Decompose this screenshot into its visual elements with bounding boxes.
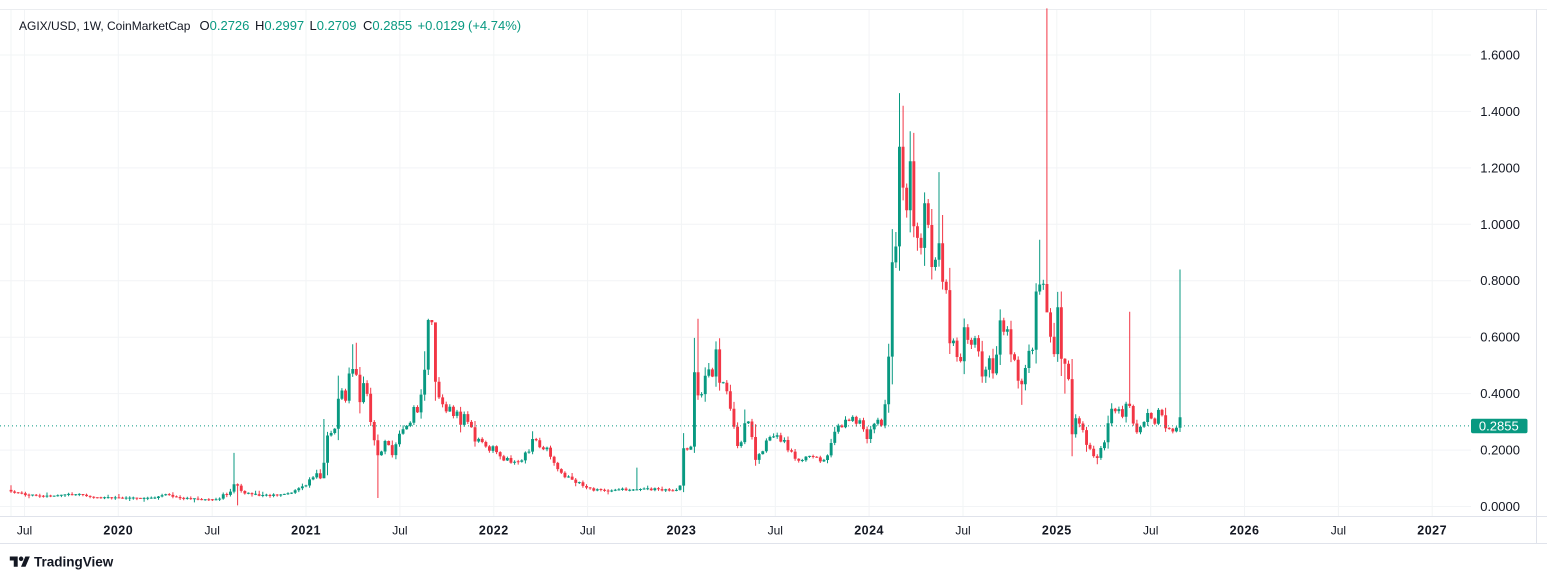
svg-text:(+4.74%): (+4.74%) <box>468 18 521 33</box>
svg-text:0.8000: 0.8000 <box>1480 273 1520 288</box>
svg-text:0.2855: 0.2855 <box>1479 418 1519 433</box>
svg-text:0.2000: 0.2000 <box>1480 443 1520 458</box>
svg-text:Jul: Jul <box>580 524 595 538</box>
svg-text:Jul: Jul <box>1331 524 1346 538</box>
svg-text:L0.2709: L0.2709 <box>310 18 357 33</box>
svg-text:0.4000: 0.4000 <box>1480 386 1520 401</box>
svg-text:2023: 2023 <box>666 524 696 538</box>
svg-text:O0.2726: O0.2726 <box>200 18 250 33</box>
svg-text:2020: 2020 <box>103 524 133 538</box>
svg-text:Jul: Jul <box>392 524 407 538</box>
svg-text:2021: 2021 <box>291 524 321 538</box>
svg-text:C0.2855: C0.2855 <box>363 18 412 33</box>
svg-text:2022: 2022 <box>479 524 509 538</box>
svg-text:2026: 2026 <box>1230 524 1260 538</box>
svg-text:0.0000: 0.0000 <box>1480 499 1520 514</box>
svg-text:1.6000: 1.6000 <box>1480 48 1520 63</box>
svg-text:Jul: Jul <box>205 524 220 538</box>
svg-text:Jul: Jul <box>768 524 783 538</box>
svg-text:2025: 2025 <box>1042 524 1072 538</box>
svg-text:1.4000: 1.4000 <box>1480 104 1520 119</box>
svg-text:1.0000: 1.0000 <box>1480 217 1520 232</box>
svg-text:Jul: Jul <box>955 524 970 538</box>
svg-text:AGIX/USD, 1W, CoinMarketCap: AGIX/USD, 1W, CoinMarketCap <box>19 19 191 33</box>
svg-text:0.6000: 0.6000 <box>1480 330 1520 345</box>
svg-text:Jul: Jul <box>17 524 32 538</box>
svg-text:TradingView: TradingView <box>34 555 114 570</box>
svg-text:2024: 2024 <box>854 524 884 538</box>
svg-text:2027: 2027 <box>1417 524 1447 538</box>
svg-text:H0.2997: H0.2997 <box>255 18 304 33</box>
svg-text:+0.0129: +0.0129 <box>418 18 465 33</box>
svg-text:1.2000: 1.2000 <box>1480 160 1520 175</box>
svg-text:Jul: Jul <box>1143 524 1158 538</box>
